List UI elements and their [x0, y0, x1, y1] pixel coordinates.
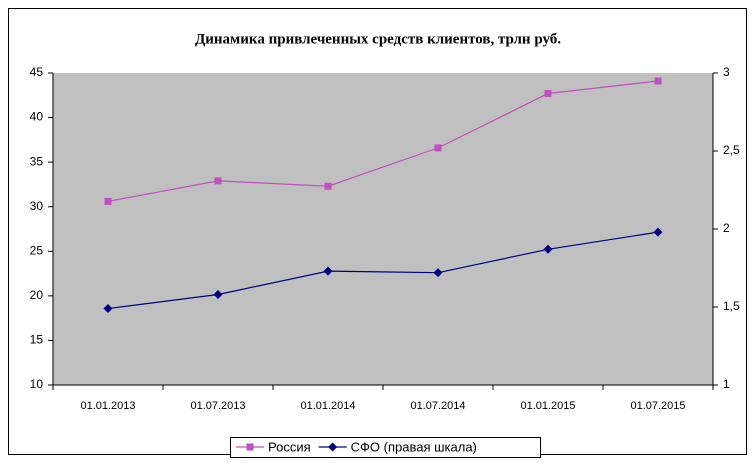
legend-box: [230, 437, 541, 458]
x-tick-label: 01.07.2013: [190, 400, 245, 412]
y-tick-label: 15: [30, 333, 44, 347]
series-line: [107, 80, 659, 202]
series-line: [107, 231, 659, 310]
y2-tick-label: 1,5: [723, 299, 740, 313]
x-tick-label: 01.07.2015: [630, 400, 685, 412]
point: [654, 77, 662, 85]
point: [544, 90, 552, 98]
y-tick-label: 25: [30, 243, 44, 257]
legend-label: СФО (правая шкала): [351, 439, 477, 454]
x-tick-label: 01.01.2014: [300, 400, 355, 412]
y-tick-label: 20: [30, 288, 44, 302]
x-tick-label: 01.01.2013: [80, 400, 135, 412]
point: [213, 290, 223, 300]
y2-tick-label: 1: [723, 377, 730, 391]
chart-title: Динамика привлеченных средств клиентов, …: [195, 31, 561, 47]
point: [324, 182, 332, 190]
x-tick-label: 01.01.2015: [520, 400, 575, 412]
plot-area: [53, 73, 713, 385]
y2-tick-label: 2,5: [723, 143, 740, 157]
y2-tick-label: 3: [723, 65, 730, 79]
y-tick-label: 30: [30, 199, 44, 213]
y2-tick-label: 2: [723, 221, 730, 235]
legend-label: Россия: [268, 439, 311, 454]
point: [103, 304, 113, 314]
y-tick-label: 35: [30, 154, 44, 168]
point: [653, 227, 663, 237]
point: [433, 268, 443, 278]
point: [543, 244, 553, 254]
point: [214, 177, 222, 185]
legend-marker: [328, 442, 338, 452]
x-tick-label: 01.07.2014: [410, 400, 465, 412]
y-tick-label: 40: [30, 110, 44, 124]
point: [104, 197, 112, 205]
y-tick-label: 45: [30, 65, 44, 79]
y-tick-label: 10: [30, 377, 44, 391]
point: [434, 144, 442, 152]
legend-marker: [246, 443, 254, 451]
point: [323, 266, 333, 276]
